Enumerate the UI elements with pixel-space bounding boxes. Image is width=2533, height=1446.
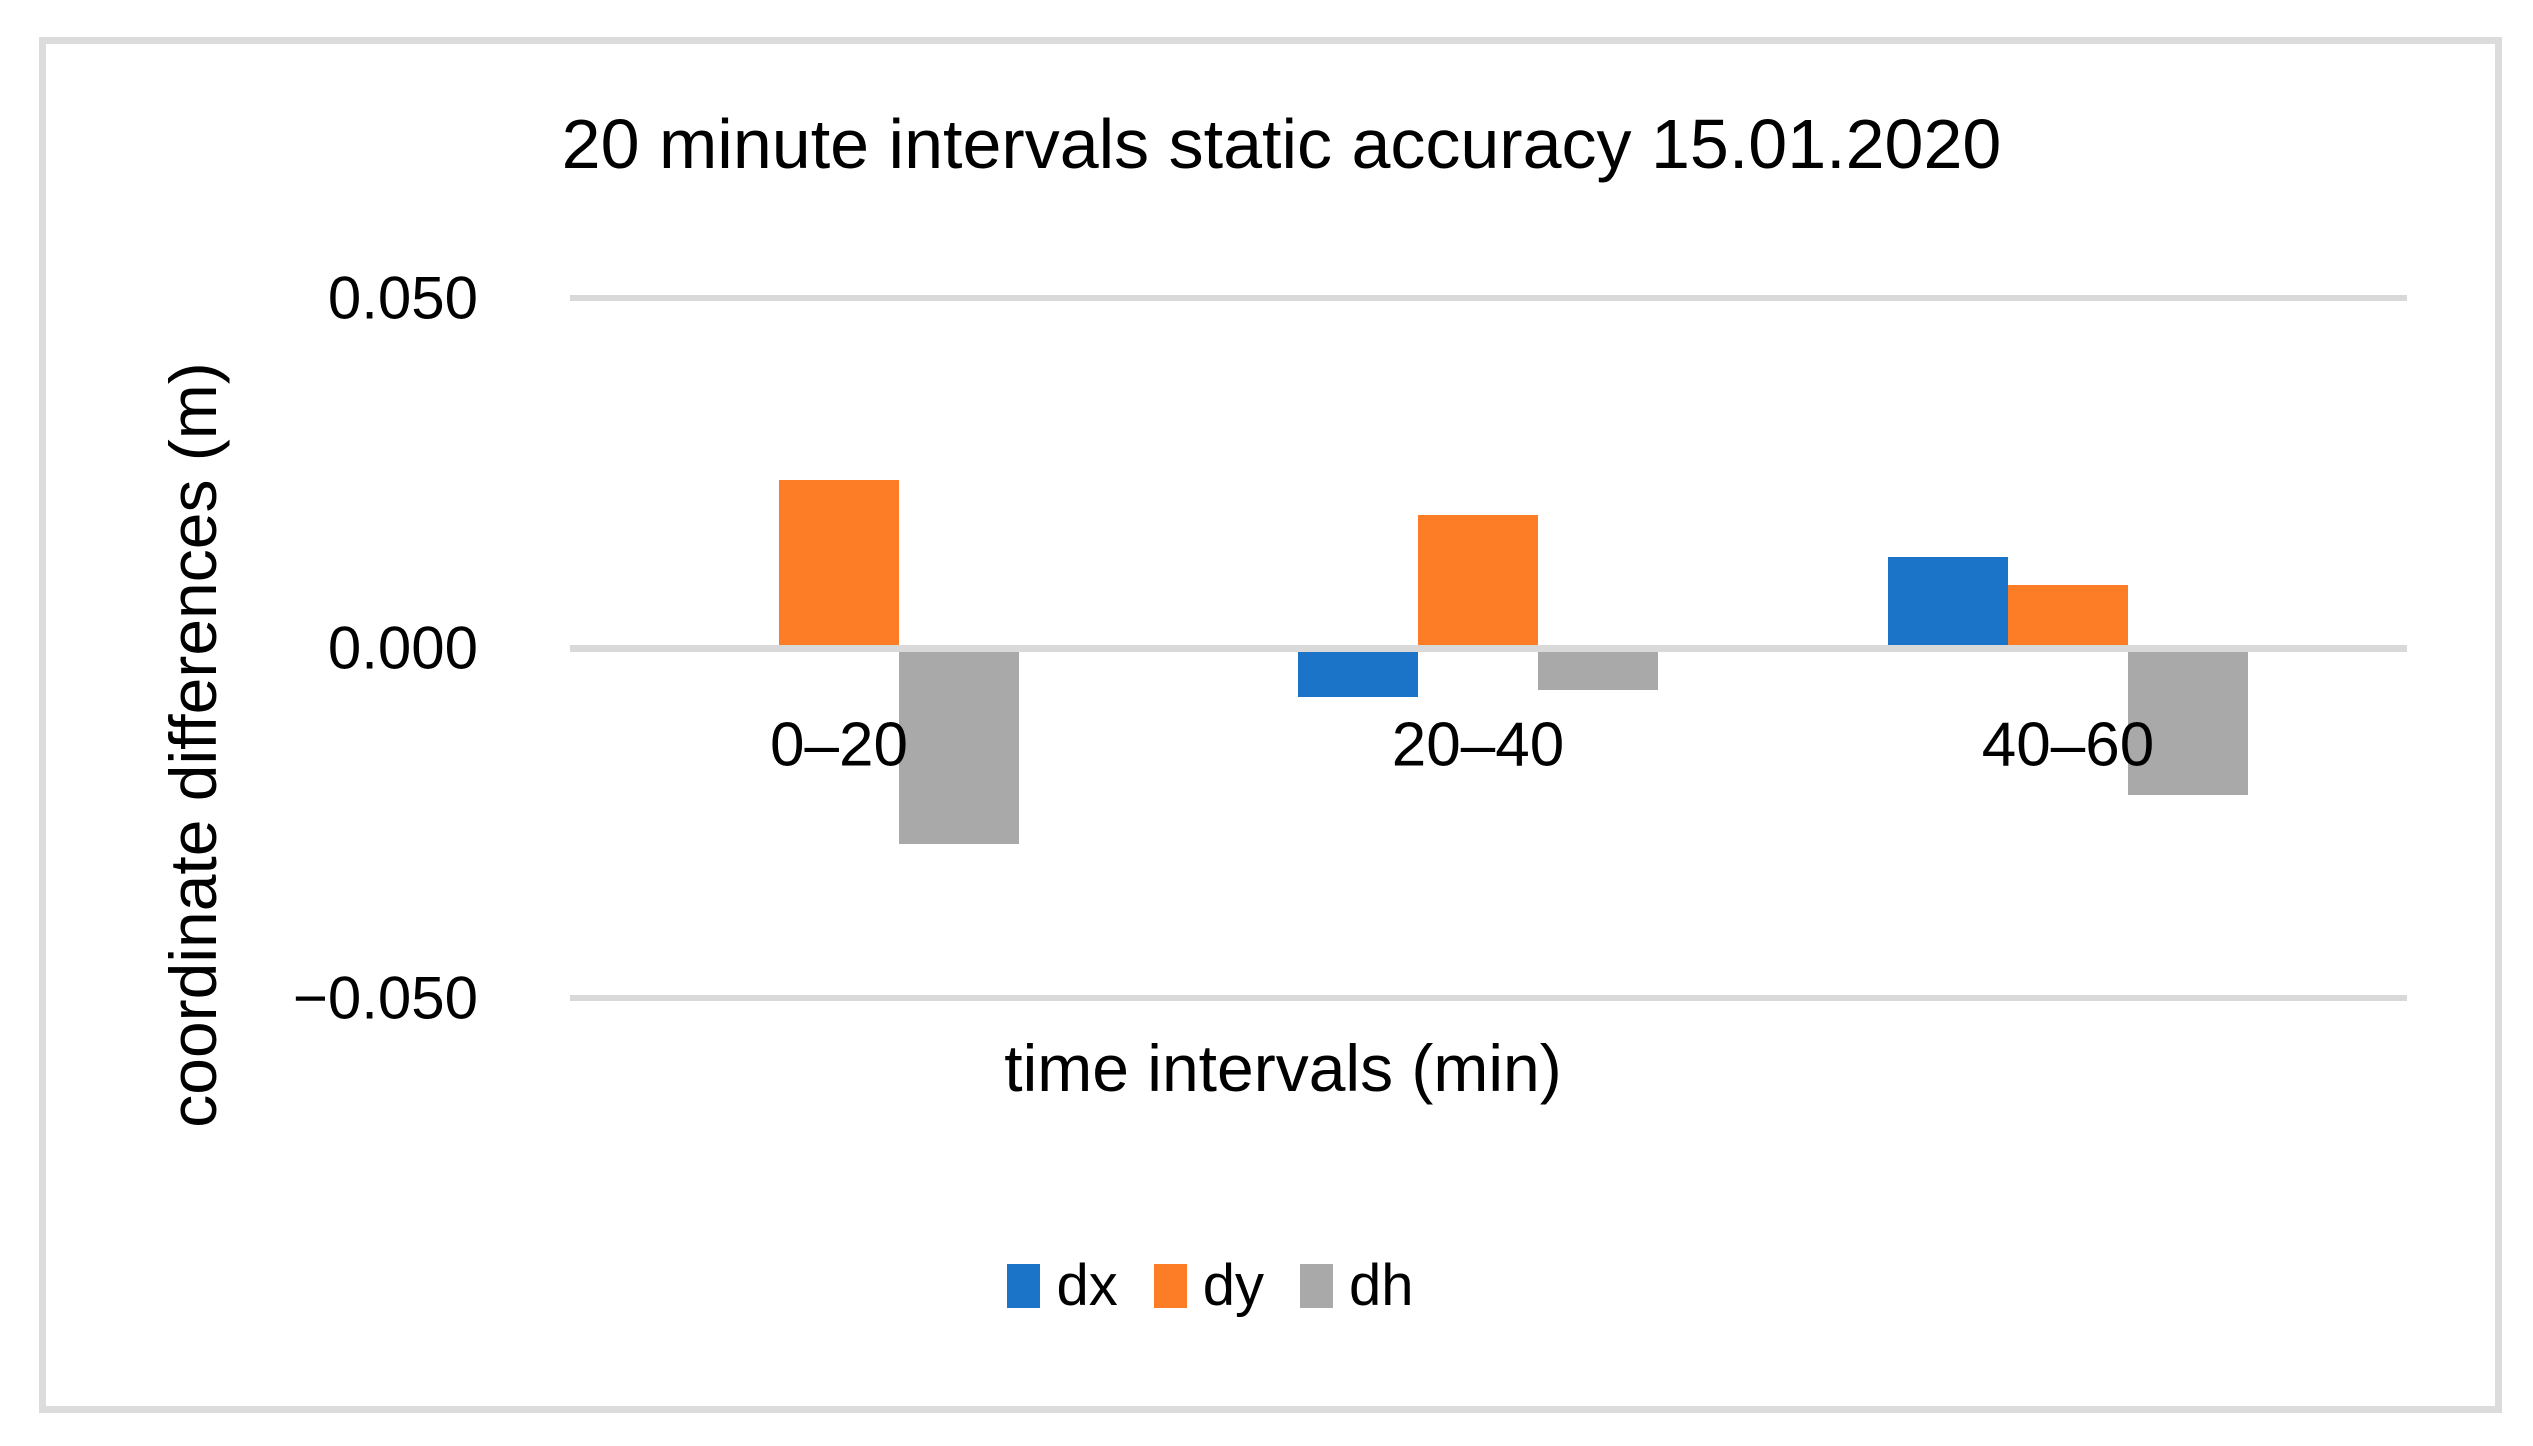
legend-label-dx: dx [1056, 1253, 1118, 1318]
bar-dy-20-40 [1418, 515, 1538, 648]
bar-dh-40-60 [2128, 648, 2248, 795]
bar-dy-0-20 [779, 480, 899, 648]
gridline-0-050 [570, 995, 2407, 1001]
chart-border-frame [39, 37, 2502, 1413]
legend-label-dy: dy [1202, 1253, 1264, 1318]
legend-swatch-dy [1153, 1263, 1187, 1308]
x-axis-title: time intervals (min) [1004, 1031, 1562, 1105]
zero-axis-gridline [570, 645, 2407, 652]
category-label-40-60: 40–60 [1981, 710, 2155, 780]
bar-dh-20-40 [1538, 648, 1658, 690]
legend: dx dy dh [0, 1252, 2477, 1319]
y-tick-label-0-050: 0.050 [327, 264, 478, 332]
bar-dy-40-60 [2008, 585, 2128, 648]
bar-dx-40-60 [1888, 557, 2008, 648]
legend-swatch-dx [1007, 1263, 1041, 1308]
legend-label-dh: dh [1349, 1253, 1414, 1318]
legend-item-dy: dy [1153, 1252, 1264, 1319]
bar-dx-20-40 [1298, 648, 1418, 697]
category-label-20-40: 20–40 [1391, 710, 1565, 780]
legend-item-dh: dh [1300, 1252, 1414, 1319]
legend-swatch-dh [1300, 1263, 1333, 1308]
y-tick-label-0-000: 0.000 [327, 614, 478, 682]
category-label-0-20: 0–20 [770, 710, 908, 780]
y-tick-label-0-050: −0.050 [292, 964, 478, 1032]
legend-item-dx: dx [1007, 1252, 1118, 1319]
chart-title: 20 minute intervals static accuracy 15.0… [561, 105, 2002, 183]
gridline-0-050 [570, 295, 2407, 301]
bar-dh-0-20 [899, 648, 1019, 844]
